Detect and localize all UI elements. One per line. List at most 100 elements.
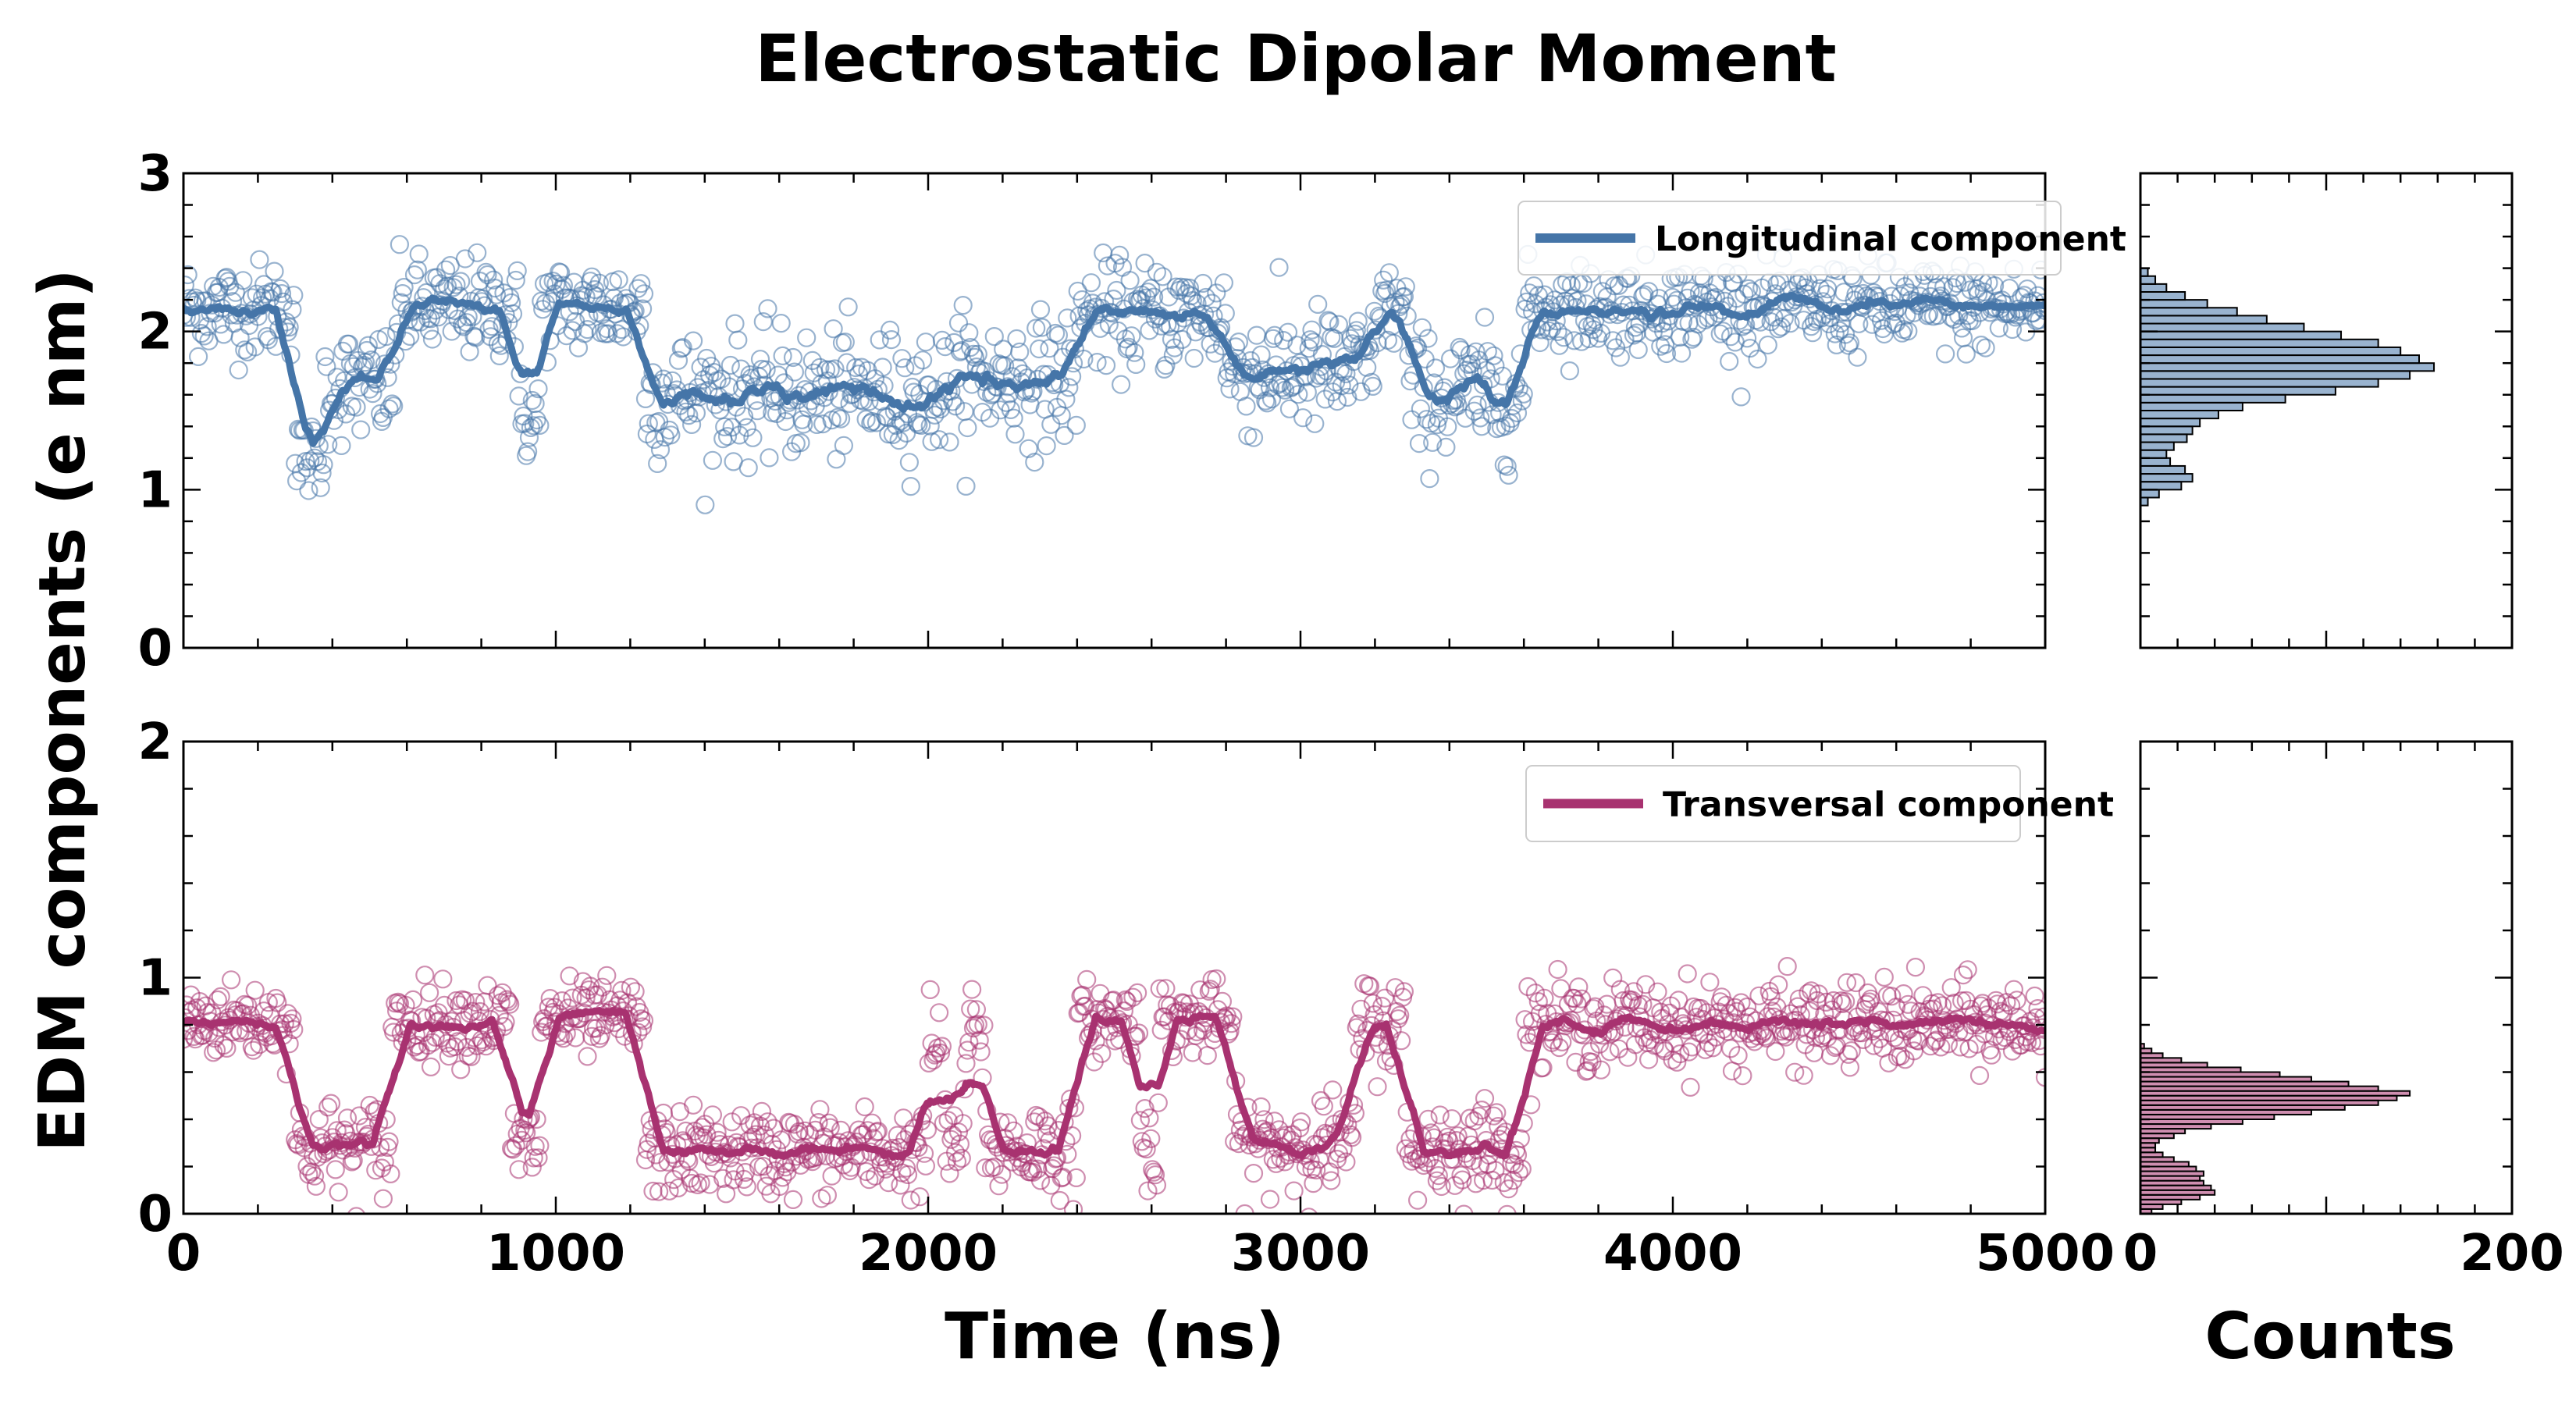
transversal-point: [2035, 1068, 2045, 1087]
longitudinal-point: [1409, 433, 1429, 454]
transversal-point: [922, 1033, 941, 1053]
longitudinal-point: [451, 272, 471, 291]
transversal-point: [1263, 1150, 1283, 1169]
longitudinal-point: [235, 340, 254, 360]
longitudinal-point: [1672, 343, 1692, 363]
transversal-point: [439, 1046, 459, 1066]
longitudinal-point: [1159, 287, 1179, 307]
longitudinal-point: [874, 375, 894, 396]
longitudinal-point: [1748, 349, 1767, 369]
transversal-point: [783, 1190, 803, 1210]
transversal-point: [1600, 1042, 1620, 1062]
transversal-point: [1201, 980, 1220, 999]
longitudinal-point: [1848, 347, 1867, 367]
longitudinal-point: [661, 425, 681, 445]
transversal-point: [916, 1156, 936, 1176]
longitudinal-point: [1138, 283, 1158, 302]
longitudinal-point: [973, 402, 992, 422]
transversal-point: [1104, 991, 1123, 1010]
longitudinal-point: [958, 418, 977, 438]
transversal-point: [379, 1132, 399, 1151]
longitudinal-hist-bar: [2140, 330, 2343, 340]
transversal-point: [971, 1042, 991, 1062]
longitudinal-point: [1125, 343, 1144, 362]
longitudinal-point: [1976, 338, 1995, 357]
longitudinal-point: [1560, 361, 1580, 381]
longitudinal-point: [501, 293, 521, 312]
transversal-point: [1053, 1167, 1073, 1187]
transversal-point: [419, 983, 439, 1002]
longitudinal-point: [1087, 353, 1107, 372]
transversal-point: [1077, 969, 1097, 990]
longitudinal-hist-bar: [2140, 291, 2186, 301]
transversal-point: [1891, 1046, 1910, 1066]
longitudinal-point: [1162, 329, 1182, 349]
longitudinal-point: [1045, 323, 1066, 343]
longitudinal-point: [899, 453, 920, 472]
longitudinal-point: [758, 299, 777, 318]
longitudinal-point: [1475, 308, 1495, 327]
longitudinal-point: [1738, 329, 1757, 348]
longitudinal-point: [1004, 408, 1023, 428]
longitudinal-point: [984, 327, 1004, 347]
longitudinal-point: [797, 328, 817, 347]
longitudinal-point: [1120, 271, 1140, 290]
transversal-point: [930, 1043, 951, 1063]
transversal-point: [540, 988, 560, 1008]
longitudinal-point: [299, 481, 318, 500]
transversal-point: [1645, 1036, 1664, 1055]
longitudinal-point: [1512, 391, 1532, 411]
transversal-point: [1864, 1036, 1884, 1055]
longitudinal-point: [683, 331, 703, 350]
longitudinal-point: [901, 476, 920, 496]
transversal-point: [1141, 1129, 1161, 1148]
transversal-point: [976, 1158, 995, 1178]
transversal-point: [381, 1164, 400, 1184]
transversal-point: [1092, 1044, 1112, 1063]
longitudinal-histogram-panel: [2139, 172, 2514, 649]
longitudinal-point: [679, 405, 699, 425]
transversal-point: [1066, 1168, 1086, 1188]
longitudinal-point: [816, 360, 836, 379]
transversal-point: [668, 1178, 688, 1198]
longitudinal-point: [1451, 340, 1471, 360]
longitudinal-point: [1863, 315, 1882, 334]
longitudinal-point: [2002, 319, 2023, 340]
transversal-point: [1973, 994, 1992, 1013]
longitudinal-point: [229, 360, 248, 380]
longitudinal-point: [1247, 325, 1267, 345]
transversal-point: [953, 1114, 973, 1133]
transversal-point: [1738, 997, 1757, 1017]
transversal-point: [2025, 986, 2044, 1006]
longitudinal-point: [1738, 279, 1759, 298]
longitudinal-point: [1468, 395, 1487, 415]
transversal-point: [841, 1158, 861, 1177]
transversal-point: [283, 1009, 302, 1029]
longitudinal-point: [506, 270, 525, 290]
longitudinal-point: [953, 296, 973, 315]
transversal-point: [1517, 1025, 1536, 1044]
longitudinal-scatter-panel: 0 1 2 3 Longitudinal component: [137, 145, 2126, 678]
x-axis-title: Time (ns): [945, 1300, 1285, 1374]
transversal-point: [856, 1161, 876, 1182]
transversal-point: [489, 1005, 509, 1025]
transversal-point: [974, 1016, 994, 1035]
transversal-point: [1533, 1058, 1553, 1077]
transversal-point: [649, 1182, 669, 1201]
longitudinal-point: [609, 270, 628, 290]
longitudinal-point: [1564, 331, 1584, 350]
longitudinal-point: [1494, 455, 1514, 475]
longitudinal-point: [1545, 290, 1564, 310]
transversal-point: [1717, 995, 1736, 1015]
longitudinal-point: [1423, 432, 1443, 452]
longitudinal-point: [515, 414, 535, 433]
longitudinal-point: [1379, 263, 1399, 283]
transversal-point: [1402, 1151, 1421, 1171]
longitudinal-point: [1196, 287, 1216, 308]
transversal-point: [1487, 1103, 1507, 1122]
transversal-point: [254, 1001, 274, 1021]
longitudinal-point: [1347, 321, 1366, 340]
longitudinal-point: [1417, 410, 1436, 429]
longitudinal-point: [233, 271, 253, 290]
